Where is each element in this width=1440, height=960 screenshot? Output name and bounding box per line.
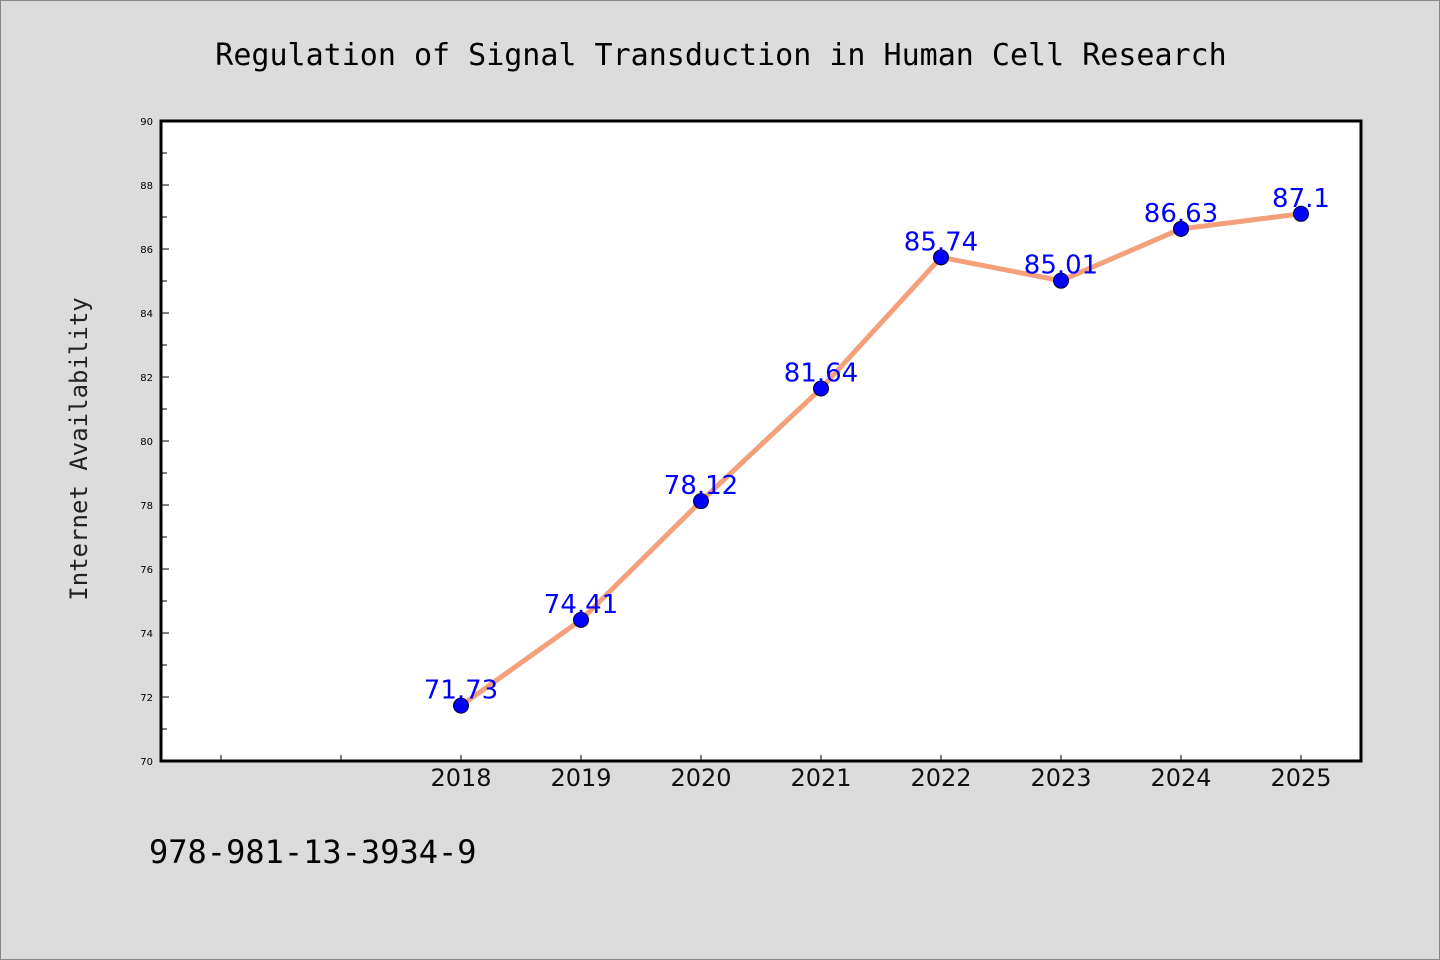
y-tick-label: 80 (140, 437, 153, 448)
data-point-label: 71.73 (424, 676, 498, 706)
plot-area (159, 119, 1363, 763)
data-point-label: 78.12 (664, 471, 738, 501)
data-point-label: 85.74 (904, 227, 978, 257)
series-line (458, 211, 1304, 709)
y-tick-label: 70 (140, 757, 153, 768)
y-tick-label: 90 (140, 117, 153, 128)
data-point-marker (1293, 205, 1309, 222)
y-tick-label: 88 (140, 181, 153, 192)
y-tick-label: 74 (140, 629, 153, 640)
x-tick-label: 2024 (1150, 764, 1211, 792)
data-markers (453, 205, 1309, 714)
data-labels: 71.73 74.41 78.12 81.64 85.74 85.01 86.63 87.1 (424, 184, 1330, 706)
data-point-marker (813, 380, 829, 397)
data-point-marker (1053, 272, 1069, 289)
y-axis-label: Internet Availability (65, 297, 93, 600)
footer-isbn-text: 978-981-13-3934-9 (149, 833, 477, 871)
x-tick-label: 2021 (790, 764, 851, 792)
x-tick-label: 2025 (1270, 764, 1331, 792)
x-tick-label: 2020 (670, 764, 731, 792)
data-point-marker (453, 697, 469, 714)
x-tick-label: 2022 (910, 764, 971, 792)
data-point-label: 81.64 (784, 359, 858, 389)
y-tick-label: 78 (140, 501, 153, 512)
x-tick-label: 2019 (550, 764, 611, 792)
y-axis: 70 72 74 76 78 80 82 84 86 88 90 (140, 117, 169, 768)
data-point-marker (693, 493, 709, 510)
y-tick-label: 86 (140, 245, 153, 256)
data-point-label: 74.41 (544, 590, 618, 620)
x-axis: 2018 2019 2020 2021 2022 2023 2024 2025 (220, 755, 1332, 792)
data-point-label: 85.01 (1024, 251, 1098, 281)
data-point-label: 86.63 (1144, 199, 1218, 229)
chart-title: Regulation of Signal Transduction in Hum… (215, 38, 1226, 73)
data-point-marker (933, 249, 949, 266)
data-point-marker (1173, 220, 1189, 237)
y-tick-label: 76 (140, 565, 153, 576)
y-tick-label: 84 (140, 309, 153, 320)
data-point-marker (573, 611, 589, 628)
x-tick-label: 2018 (430, 764, 491, 792)
y-tick-label: 72 (140, 693, 153, 704)
y-tick-label: 82 (140, 373, 153, 384)
x-tick-label: 2023 (1030, 764, 1091, 792)
data-point-label: 87.1 (1272, 184, 1330, 214)
